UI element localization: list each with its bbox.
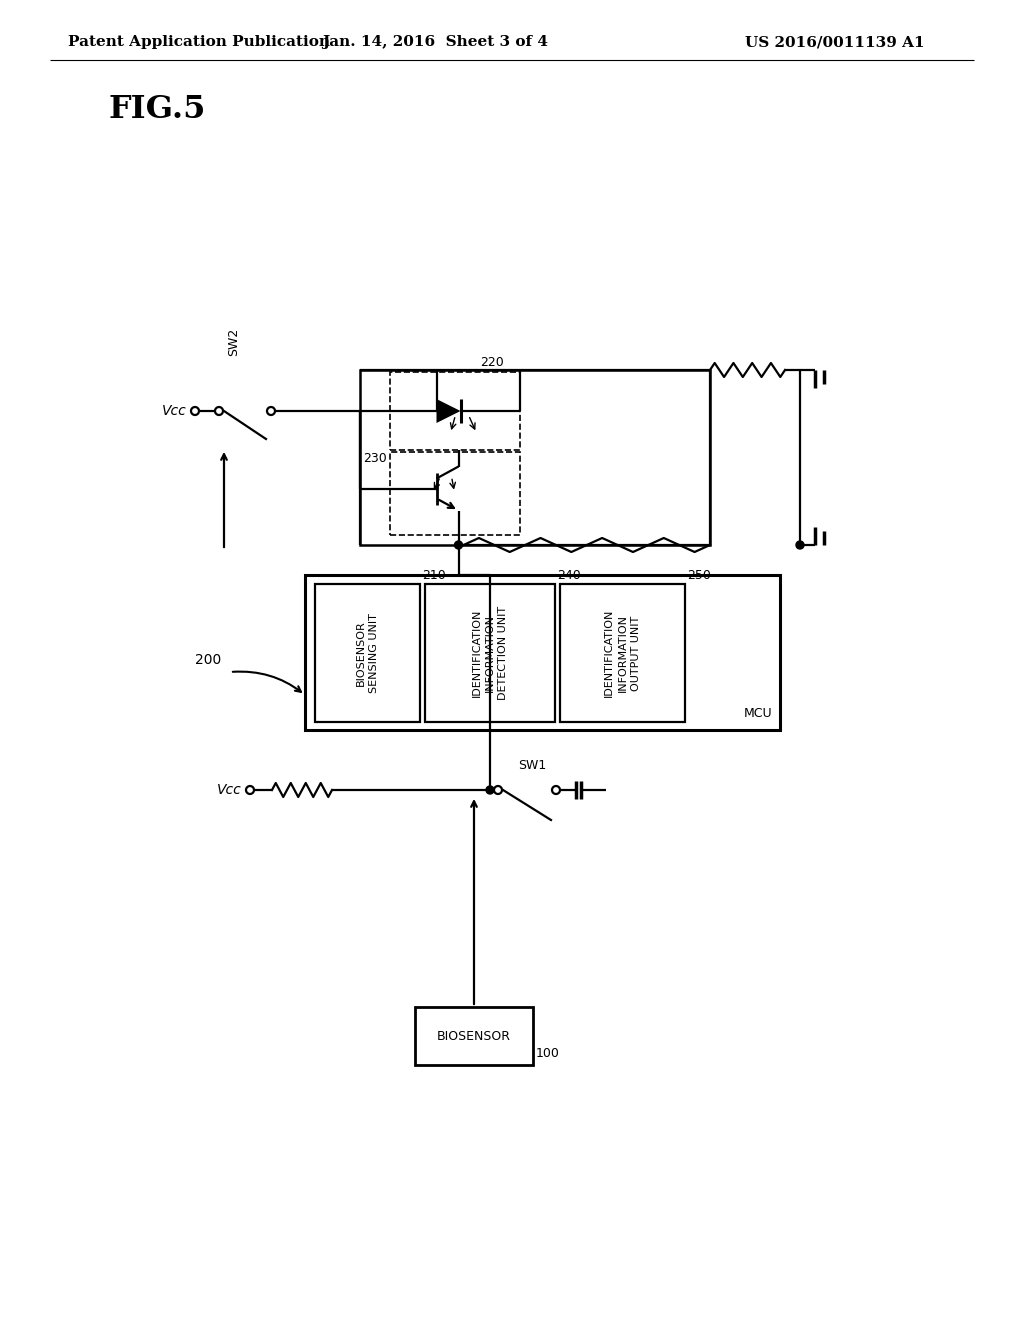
Text: SW2: SW2 <box>227 327 241 356</box>
Circle shape <box>191 407 199 414</box>
Bar <box>390 451 520 535</box>
Text: Vcc: Vcc <box>162 404 187 418</box>
Bar <box>360 370 710 545</box>
Circle shape <box>486 785 494 795</box>
Text: US 2016/0011139 A1: US 2016/0011139 A1 <box>745 36 925 49</box>
Circle shape <box>455 541 463 549</box>
Circle shape <box>552 785 560 795</box>
Circle shape <box>246 785 254 795</box>
Text: SW1: SW1 <box>518 759 546 772</box>
Text: Patent Application Publication: Patent Application Publication <box>68 36 330 49</box>
Text: FIG.5: FIG.5 <box>108 95 206 125</box>
Text: BIOSENSOR: BIOSENSOR <box>437 1030 511 1043</box>
Text: 210: 210 <box>422 569 445 582</box>
Text: MCU: MCU <box>743 708 772 719</box>
Circle shape <box>267 407 275 414</box>
Text: BIOSENSOR
SENSING UNIT: BIOSENSOR SENSING UNIT <box>356 612 379 693</box>
Bar <box>425 583 555 722</box>
Text: Jan. 14, 2016  Sheet 3 of 4: Jan. 14, 2016 Sheet 3 of 4 <box>322 36 548 49</box>
Text: 200: 200 <box>195 653 221 667</box>
Circle shape <box>796 541 804 549</box>
Bar <box>305 576 780 730</box>
Bar <box>315 583 420 722</box>
Text: 240: 240 <box>557 569 581 582</box>
Bar <box>390 372 520 450</box>
Text: 250: 250 <box>687 569 711 582</box>
Bar <box>415 1007 534 1065</box>
Text: Vcc: Vcc <box>217 783 242 797</box>
Circle shape <box>215 407 223 414</box>
Text: IDENTIFICATION
INFORMATION
OUTPUT UNIT: IDENTIFICATION INFORMATION OUTPUT UNIT <box>604 609 641 697</box>
Bar <box>560 583 685 722</box>
Polygon shape <box>436 399 461 422</box>
Text: 230: 230 <box>364 451 387 465</box>
Text: IDENTIFICATION
INFORMATION
DETECTION UNIT: IDENTIFICATION INFORMATION DETECTION UNI… <box>472 606 508 700</box>
Text: 220: 220 <box>480 356 504 370</box>
Text: 100: 100 <box>536 1047 560 1060</box>
Circle shape <box>494 785 502 795</box>
